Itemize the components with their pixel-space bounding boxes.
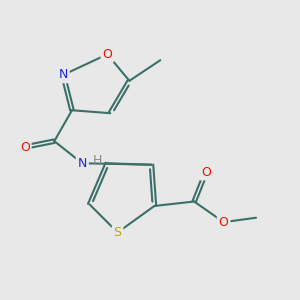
Text: O: O — [102, 48, 112, 61]
Text: O: O — [20, 141, 30, 154]
Text: N: N — [58, 68, 68, 81]
Text: N: N — [78, 157, 87, 170]
Text: H: H — [93, 154, 102, 167]
Text: S: S — [114, 226, 122, 239]
Text: O: O — [201, 166, 211, 178]
Text: O: O — [219, 216, 229, 229]
